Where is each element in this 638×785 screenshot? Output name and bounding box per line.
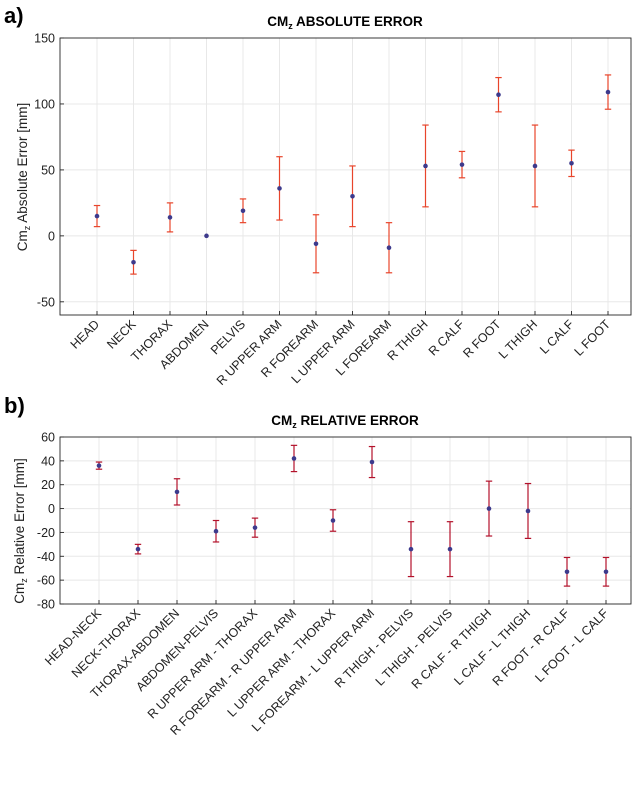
chart-b-data-point xyxy=(135,546,141,552)
chart-a-xtick-label: L UPPER ARM xyxy=(289,317,358,386)
chart-b-data-point xyxy=(408,546,414,552)
chart-b-plot: -80-60-40-200204060HEAD-NECKNECK-THORAXT… xyxy=(37,431,632,738)
chart-a-data-point xyxy=(240,208,246,214)
chart-a-data-point xyxy=(204,233,209,239)
chart-a-data-point xyxy=(605,89,611,95)
chart-a-data-point xyxy=(532,163,538,169)
chart-b-data-point xyxy=(252,525,258,530)
chart-b-ytick-label: -20 xyxy=(37,526,55,540)
chart-b-xtick-label: NECK-THORAX xyxy=(69,606,144,681)
chart-b-ytick-label: -40 xyxy=(37,550,55,564)
chart-a-xtick-label: L FOOT xyxy=(572,317,614,359)
chart-a-xtick-label: R UPPER ARM xyxy=(214,317,285,388)
chart-b-ytick-label: 20 xyxy=(41,478,55,492)
chart-a-data-point xyxy=(569,161,574,166)
chart-a-data-point xyxy=(350,193,355,199)
panel-b-label: b) xyxy=(4,393,25,418)
chart-b-data-point xyxy=(564,569,570,575)
chart-a-ytick-label: 50 xyxy=(41,163,55,177)
chart-a-ylabel-wrap: Cmz Absolute Error [mm] xyxy=(15,103,32,252)
chart-a-xtick-label: R THIGH xyxy=(385,317,431,363)
chart-b-data-point xyxy=(369,459,375,465)
chart-b-data-point xyxy=(213,528,219,534)
chart-a-ytick-label: 100 xyxy=(34,97,55,111)
chart-a-ytick-label: -50 xyxy=(37,295,55,309)
chart-a-xtick-label: L THIGH xyxy=(496,317,540,361)
chart-b-ytick-label: 40 xyxy=(41,454,55,468)
chart-a-data-point xyxy=(167,215,173,220)
chart-a-data-point xyxy=(313,241,319,247)
chart-b-data-point xyxy=(174,489,180,495)
chart-a-ylabel: Cmz Absolute Error [mm] xyxy=(15,103,32,252)
chart-a-data-point xyxy=(496,92,501,98)
chart-a-data-point xyxy=(94,213,100,219)
chart-a-title: CMz ABSOLUTE ERROR xyxy=(267,14,423,31)
chart-b-data-point xyxy=(447,546,453,552)
chart-b-data-point xyxy=(291,456,297,461)
chart-b-ytick-label: 0 xyxy=(48,502,55,516)
chart-a-data-point xyxy=(423,163,428,169)
panel-a-label: a) xyxy=(4,3,24,28)
chart-b-data-point xyxy=(96,463,102,468)
chart-b-data-point xyxy=(525,508,531,514)
chart-a-ytick-label: 150 xyxy=(34,32,55,46)
chart-b-axes-box xyxy=(59,436,632,605)
chart-b-ytick-label: 60 xyxy=(41,431,55,445)
chart-b-ytick-label: -80 xyxy=(37,598,55,612)
chart-b-ylabel: Cmz Relative Error [mm] xyxy=(12,458,29,604)
chart-a-xtick-label: NECK xyxy=(104,317,139,352)
chart-b-ytick-label: -60 xyxy=(37,574,55,588)
chart-b-title: CMz RELATIVE ERROR xyxy=(271,413,419,430)
chart-a-data-point xyxy=(131,259,136,265)
chart-b-xtick-label: L FOOT - L CALF xyxy=(532,606,611,685)
chart-a-xtick-label: HEAD xyxy=(68,317,102,351)
chart-a-axes-box xyxy=(59,37,632,316)
chart-a-xtick-label: L CALF xyxy=(537,317,577,357)
chart-b-data-point xyxy=(603,569,609,575)
chart-a-data-point xyxy=(277,186,282,191)
chart-a-data-point xyxy=(459,162,465,167)
chart-b-data-point xyxy=(330,518,336,523)
chart-a-ytick-label: 0 xyxy=(48,229,55,243)
chart-a-data-point xyxy=(386,245,392,251)
chart-b-ylabel-wrap: Cmz Relative Error [mm] xyxy=(12,458,29,604)
chart-b-data-point xyxy=(486,506,492,511)
